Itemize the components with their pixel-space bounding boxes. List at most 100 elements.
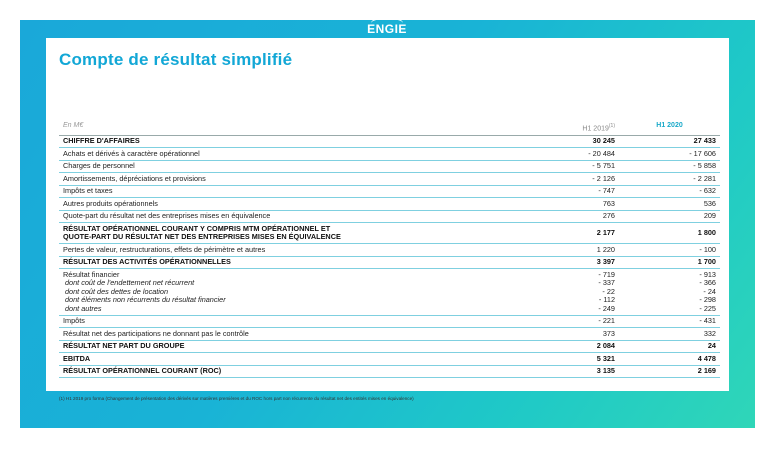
row-label: Impôts et taxes — [59, 185, 519, 199]
row-value-cur: - 17 606 — [619, 147, 720, 161]
row-label: Quote-part du résultat net des entrepris… — [59, 210, 519, 224]
row-label: RÉSULTAT DES ACTIVITÉS OPÉRATIONNELLES — [59, 256, 519, 270]
row-value-cur: - 2 281 — [619, 172, 720, 186]
value-line: 276 — [602, 211, 615, 221]
table-row: RÉSULTAT OPÉRATIONNEL COURANT (ROC) 3 135… — [59, 365, 720, 379]
table-row: CHIFFRE D'AFFAIRES 30 245 27 433 — [59, 135, 720, 149]
row-value-prev: - 2 126 — [519, 172, 619, 186]
value-line: - 719 — [598, 269, 615, 279]
row-value-prev: 276 — [519, 210, 619, 224]
row-value-prev: 3 397 — [519, 256, 619, 270]
row-value-prev: 2 084 — [519, 340, 619, 354]
value-line: 27 433 — [693, 136, 716, 146]
label-line: dont éléments non récurrents du résultat… — [65, 295, 226, 305]
label-line: EBITDA — [63, 353, 91, 363]
income-statement-table: En M€ H1 2019(1) H1 2020 CHIFFRE D'AFFAI… — [59, 120, 720, 379]
value-line: 332 — [703, 328, 716, 338]
value-line: 2 177 — [596, 228, 615, 238]
value-line: 209 — [703, 211, 716, 221]
value-line: - 747 — [598, 186, 615, 196]
label-line: Résultat net des participations ne donna… — [63, 328, 249, 338]
value-line: 3 397 — [596, 257, 615, 267]
table-row: Amortissements, dépréciations et provisi… — [59, 172, 720, 186]
label-line: dont coût de l'endettement net récurrent — [65, 278, 195, 288]
prev-period-note: (1) — [608, 122, 615, 129]
unit-header: En M€ — [59, 120, 519, 136]
row-value-prev: 5 321 — [519, 352, 619, 366]
row-label: Pertes de valeur, restructurations, effe… — [59, 243, 519, 257]
value-line: - 5 858 — [693, 161, 716, 171]
row-label: CHIFFRE D'AFFAIRES — [59, 135, 519, 149]
row-value-prev: - 20 484 — [519, 147, 619, 161]
label-line: Impôts et taxes — [63, 186, 113, 196]
value-line: - 20 484 — [588, 148, 615, 158]
row-value-cur: 536 — [619, 197, 720, 211]
label-line: QUOTE-PART DU RÉSULTAT NET DES ENTREPRIS… — [63, 232, 341, 242]
label-line: dont coût des dettes de location — [65, 286, 169, 296]
value-line: - 221 — [598, 316, 615, 326]
value-line: - 366 — [699, 278, 716, 288]
label-line: RÉSULTAT OPÉRATIONNEL COURANT Y COMPRIS … — [63, 223, 331, 233]
row-value-prev: - 747 — [519, 185, 619, 199]
value-line: - 2 281 — [693, 173, 716, 183]
row-value-prev: 373 — [519, 327, 619, 341]
label-line: Résultat financier — [63, 269, 120, 279]
table-row: Résultat net des participations ne donna… — [59, 327, 720, 341]
row-label: EBITDA — [59, 352, 519, 366]
row-label: Charges de personnel — [59, 160, 519, 174]
row-value-cur: 27 433 — [619, 135, 720, 149]
value-line: - 632 — [699, 186, 716, 196]
value-line: - 249 — [598, 303, 615, 313]
value-line: 2 169 — [697, 366, 716, 376]
row-value-prev: - 5 751 — [519, 160, 619, 174]
value-line: 30 245 — [592, 136, 615, 146]
value-line: 1 220 — [596, 244, 615, 254]
content-panel: Compte de résultat simplifié En M€ H1 20… — [46, 38, 729, 401]
prev-period-label: H1 2019 — [582, 124, 609, 132]
table-row: RÉSULTAT DES ACTIVITÉS OPÉRATIONNELLES 3 … — [59, 256, 720, 270]
table-row: Impôts - 221 - 431 — [59, 315, 720, 329]
table-row: Impôts et taxes - 747 - 632 — [59, 185, 720, 199]
value-line: - 112 — [598, 295, 615, 305]
value-line: 763 — [602, 198, 615, 208]
value-line: 373 — [602, 328, 615, 338]
row-label: Achats et dérivés à caractère opérationn… — [59, 147, 519, 161]
value-line: 1 700 — [697, 257, 716, 267]
value-line: 536 — [703, 198, 716, 208]
value-line: - 225 — [699, 303, 716, 313]
label-line: Achats et dérivés à caractère opérationn… — [63, 148, 200, 158]
label-line: Pertes de valeur, restructurations, effe… — [63, 244, 266, 254]
value-line: - 5 751 — [592, 161, 615, 171]
value-line: - 913 — [699, 269, 716, 279]
row-value-cur: - 431 — [619, 315, 720, 329]
value-line: - 17 606 — [689, 148, 716, 158]
label-line: Autres produits opérationnels — [63, 198, 158, 208]
table-body: CHIFFRE D'AFFAIRES 30 245 27 433 Achats et … — [59, 135, 720, 379]
table-row: Pertes de valeur, restructurations, effe… — [59, 243, 720, 257]
row-value-prev: 30 245 — [519, 135, 619, 149]
row-label: RÉSULTAT OPÉRATIONNEL COURANT (ROC) — [59, 365, 519, 379]
label-line: Amortissements, dépréciations et provisi… — [63, 173, 206, 183]
label-line: RÉSULTAT NET PART DU GROUPE — [63, 341, 185, 351]
label-line: dont autres — [65, 303, 102, 313]
row-value-cur: 1 700 — [619, 256, 720, 270]
engie-logo: ENGIE — [363, 17, 411, 37]
table-row: EBITDA 5 321 4 478 — [59, 352, 720, 366]
slide-background: ENGIE Compte de résultat simplifié En M€… — [20, 17, 755, 428]
table-row: Résultat financier dont coût de l'endette… — [59, 268, 720, 316]
page-title: Compte de résultat simplifié — [59, 50, 293, 69]
table-row: Autres produits opérationnels 763 536 — [59, 197, 720, 211]
label-line: Charges de personnel — [63, 161, 135, 171]
row-value-cur: 1 800 — [619, 222, 720, 245]
cur-period-header: H1 2020 — [619, 120, 720, 136]
row-value-prev: 3 135 — [519, 365, 619, 379]
row-value-cur: 2 169 — [619, 365, 720, 379]
value-line: - 337 — [598, 278, 615, 288]
row-value-cur: 4 478 — [619, 352, 720, 366]
label-line: RÉSULTAT OPÉRATIONNEL COURANT (ROC) — [63, 366, 222, 376]
logo-arc-icon — [371, 17, 403, 29]
row-value-cur: - 100 — [619, 243, 720, 257]
row-label: Résultat net des participations ne donna… — [59, 327, 519, 341]
row-value-cur: - 632 — [619, 185, 720, 199]
row-value-cur: - 913- 366- 24- 298- 225 — [619, 268, 720, 316]
